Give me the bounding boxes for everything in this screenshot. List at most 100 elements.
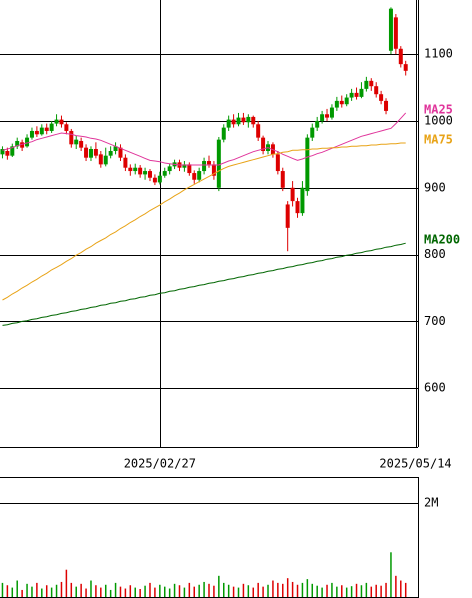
volume-bar: [104, 584, 107, 597]
volume-bar: [257, 582, 259, 597]
volume-bar: [109, 589, 112, 597]
candle-body: [187, 164, 192, 174]
volume-bar: [208, 583, 210, 597]
volume-bar: [198, 584, 200, 597]
candle-body: [241, 117, 246, 123]
y-tick-label: 700: [424, 314, 446, 328]
volume-bar: [70, 582, 73, 597]
candle-body: [202, 161, 207, 172]
candle-body: [246, 116, 251, 123]
candle-body: [29, 130, 34, 138]
volume-bar: [237, 587, 240, 597]
candle-body: [280, 171, 285, 188]
volume-bar: [36, 582, 38, 597]
candle-body: [54, 119, 59, 124]
volume-bar: [223, 582, 225, 597]
candle-body: [226, 119, 231, 128]
candle-body: [207, 161, 211, 165]
volume-bar: [345, 587, 348, 597]
candle-body: [388, 8, 393, 51]
volume-bar: [247, 585, 250, 597]
volume-bar: [149, 582, 151, 597]
candle-body: [211, 164, 216, 176]
volume-bar: [119, 586, 122, 597]
candle-body: [133, 167, 138, 172]
candle-body: [290, 187, 295, 202]
volume-bar: [85, 588, 87, 597]
candle-body: [369, 80, 374, 87]
volume-bar: [16, 580, 18, 597]
candle-body: [216, 139, 221, 188]
candle-body: [44, 127, 49, 131]
volume-bar: [124, 588, 127, 597]
volume-bar: [272, 580, 274, 597]
volume-bar: [291, 581, 294, 597]
candle-body: [39, 127, 44, 135]
candle-body: [398, 48, 403, 65]
volume-bar: [50, 587, 53, 597]
volume-bar: [311, 583, 314, 597]
y-tick-label: 900: [424, 180, 446, 194]
candle-body: [69, 130, 74, 145]
candle-body: [5, 151, 10, 156]
candle-body: [118, 147, 123, 158]
candle-body: [334, 100, 339, 108]
volume-bar: [183, 587, 186, 597]
volume-bar: [296, 584, 299, 597]
candle-body: [261, 137, 266, 152]
candle-body: [0, 149, 5, 155]
candle-body: [182, 164, 187, 168]
volume-bar: [144, 585, 146, 597]
legend-label: MA25: [424, 102, 453, 116]
volume-bar: [375, 584, 377, 597]
volume-bar: [203, 581, 205, 597]
volume-bar: [95, 585, 97, 597]
volume-bar: [336, 586, 338, 597]
candle-body: [98, 154, 103, 165]
volume-bar: [60, 581, 63, 597]
volume-bar: [75, 586, 77, 597]
ma-line: [2, 112, 407, 166]
candle-body: [354, 92, 359, 97]
candle-body: [84, 147, 89, 158]
volume-bar: [390, 552, 392, 597]
volume-bar: [26, 583, 28, 597]
y-tick-label: 1100: [424, 47, 453, 61]
volume-bar: [154, 587, 156, 597]
candle-body: [285, 204, 290, 228]
candle-body: [59, 119, 64, 125]
volume-bar: [227, 584, 230, 597]
candle-body: [315, 120, 320, 128]
candle-body: [108, 151, 113, 156]
candle-body: [157, 175, 162, 183]
candle-body: [123, 157, 128, 168]
volume-bar: [80, 583, 82, 597]
candle-body: [10, 146, 15, 156]
volume-bar: [1, 582, 4, 597]
volume-bar: [65, 569, 68, 597]
candle-body: [295, 201, 300, 214]
volume-bar: [173, 583, 176, 597]
volume-bar: [252, 587, 255, 597]
candle-body: [374, 86, 379, 95]
candle-body: [320, 114, 325, 121]
candle-body: [128, 167, 133, 172]
volume-bar: [321, 587, 323, 597]
volume-bar: [400, 580, 402, 597]
volume-bar: [286, 578, 289, 597]
candle-body: [152, 177, 157, 183]
legend-label: MA200: [424, 233, 460, 247]
candle-body: [25, 137, 30, 147]
candle-body: [305, 137, 310, 192]
candle-body: [34, 130, 39, 135]
volume-bar: [395, 575, 397, 597]
volume-bar: [90, 580, 92, 597]
x-tick-label: 2025/02/27: [124, 457, 196, 471]
candle-body: [88, 149, 93, 158]
candle-body: [143, 171, 148, 175]
candle-body: [167, 166, 172, 172]
volume-bar: [159, 584, 161, 597]
volume-bar: [301, 582, 304, 597]
volume-bar: [193, 586, 195, 597]
candle-body: [384, 100, 389, 111]
